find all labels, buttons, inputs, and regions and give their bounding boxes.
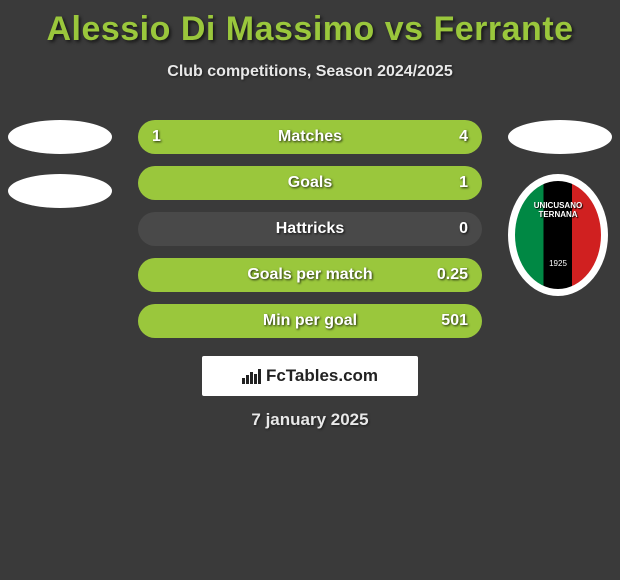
placeholder-badge [508,120,612,154]
stat-row: Goals per match0.25 [138,258,482,292]
stat-label: Hattricks [138,212,482,246]
left-player-badges [8,120,112,228]
stat-row: Min per goal501 [138,304,482,338]
club-name-line1: UNICUSANO [534,201,582,210]
placeholder-badge [8,120,112,154]
brand-badge: FcTables.com [202,356,418,396]
footer-date: 7 january 2025 [0,410,620,430]
placeholder-badge [8,174,112,208]
right-player-badges: UNICUSANO TERNANA 1925 [508,120,612,296]
bar-chart-icon [242,368,262,384]
stat-row: 1Matches4 [138,120,482,154]
stat-label: Goals [138,166,482,200]
stat-right-value: 4 [459,120,468,154]
brand-text: FcTables.com [266,366,378,386]
stat-row: Goals1 [138,166,482,200]
club-name-line2: TERNANA [538,210,577,219]
stat-right-value: 1 [459,166,468,200]
stat-row: Hattricks0 [138,212,482,246]
stat-label: Goals per match [138,258,482,292]
club-year: 1925 [549,259,567,268]
page-title: Alessio Di Massimo vs Ferrante [0,0,620,49]
page-subtitle: Club competitions, Season 2024/2025 [0,63,620,81]
stat-right-value: 0.25 [437,258,468,292]
club-logo: UNICUSANO TERNANA 1925 [508,174,608,296]
stat-label: Matches [138,120,482,154]
stat-right-value: 0 [459,212,468,246]
bars-container: 1Matches4Goals1Hattricks0Goals per match… [138,120,482,350]
stat-label: Min per goal [138,304,482,338]
stat-right-value: 501 [441,304,468,338]
